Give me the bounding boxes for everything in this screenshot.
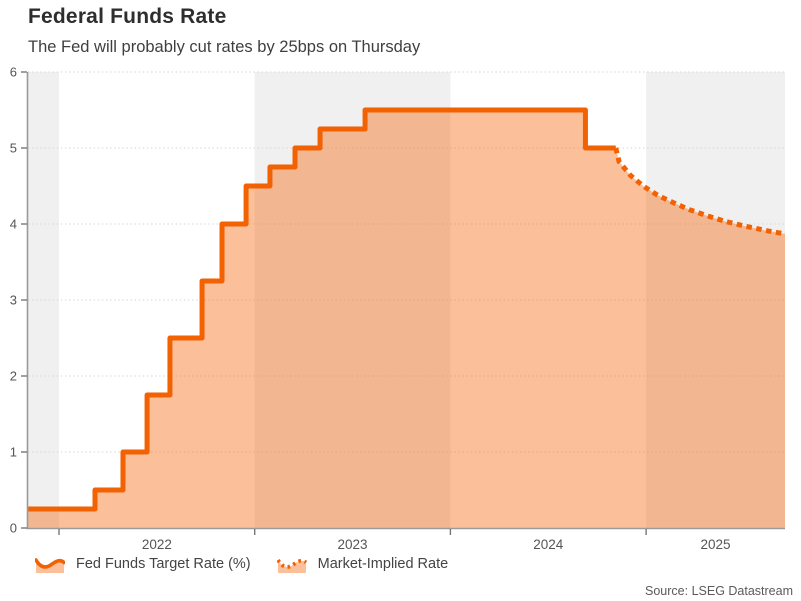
y-tick-label: 5 xyxy=(10,141,17,156)
rate-area-fill xyxy=(28,110,786,528)
x-tick-label: 2024 xyxy=(533,537,564,552)
page-title: Federal Funds Rate xyxy=(28,5,227,28)
y-tick-label: 3 xyxy=(10,293,17,308)
x-tick-label: 2022 xyxy=(142,537,172,552)
x-tick-label: 2025 xyxy=(701,537,731,552)
year-band xyxy=(646,72,785,528)
legend-label-market-implied: Market-Implied Rate xyxy=(317,556,449,572)
y-tick-label: 1 xyxy=(10,445,17,460)
y-tick-label: 0 xyxy=(10,521,17,536)
x-tick-label: 2023 xyxy=(338,537,368,552)
chart-subtitle: The Fed will probably cut rates by 25bps… xyxy=(28,38,421,56)
dotted-area-line-icon xyxy=(276,558,307,573)
legend-item-target-rate: Fed Funds Target Rate (%) xyxy=(35,555,251,574)
legend-label-target-rate: Fed Funds Target Rate (%) xyxy=(76,556,251,572)
chart-legend: Fed Funds Target Rate (%) Market-Implied… xyxy=(35,555,448,574)
y-tick-label: 4 xyxy=(10,217,17,232)
source-attribution: Source: LSEG Datastream xyxy=(645,584,793,598)
target-rate-line xyxy=(28,107,616,512)
y-tick-label: 6 xyxy=(10,65,17,80)
y-tick-label: 2 xyxy=(10,369,17,384)
market-implied-line xyxy=(613,147,786,237)
legend-item-market-implied: Market-Implied Rate xyxy=(276,555,449,574)
solid-area-line-icon xyxy=(35,558,65,573)
